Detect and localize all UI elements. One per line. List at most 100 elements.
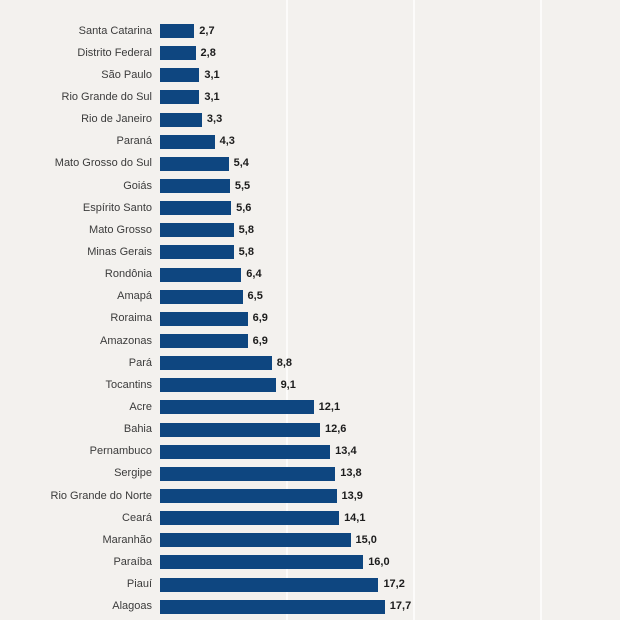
bar (160, 223, 234, 238)
bar (160, 267, 242, 282)
bar-row: Pará 8,8 (0, 352, 620, 374)
bar-row: Roraima 6,9 (0, 308, 620, 330)
bar-row: Rio Grande do Norte 13,9 (0, 485, 620, 507)
value-label: 5,4 (233, 157, 249, 170)
value-label: 2,7 (199, 24, 215, 37)
value-label: 4,3 (219, 135, 235, 148)
category-label: Goiás (123, 179, 152, 192)
category-label: Mato Grosso (89, 223, 152, 236)
bar (160, 90, 200, 105)
bar (160, 245, 234, 260)
value-label: 5,8 (238, 223, 254, 236)
bar-row: Mato Grosso 5,8 (0, 219, 620, 241)
bar (160, 201, 232, 216)
bar-row: Minas Gerais 5,8 (0, 241, 620, 263)
bar-row: Alagoas 17,7 (0, 596, 620, 618)
bar (160, 533, 351, 548)
category-label: Paraná (116, 135, 152, 148)
bar (160, 489, 337, 504)
value-label: 12,6 (325, 423, 347, 436)
gridline (413, 0, 415, 620)
category-label: Paraíba (113, 555, 152, 568)
category-label: Rio de Janeiro (81, 113, 152, 126)
bar-row: Espírito Santo 5,6 (0, 197, 620, 219)
category-label: Distrito Federal (77, 46, 152, 59)
value-label: 8,8 (276, 356, 293, 369)
value-label: 17,7 (389, 600, 412, 613)
bar-row: Tocantins 9,1 (0, 374, 620, 396)
category-label: Minas Gerais (87, 245, 152, 258)
bar-row: Goiás 5,5 (0, 175, 620, 197)
bar (160, 422, 321, 437)
category-label: Acre (129, 400, 152, 413)
category-label: Maranhão (102, 533, 152, 546)
category-label: Pernambuco (89, 445, 152, 458)
bar (160, 179, 230, 194)
bar-row: Mato Grosso do Sul 5,4 (0, 153, 620, 175)
category-label: Alagoas (112, 600, 152, 613)
category-label: Espírito Santo (82, 201, 152, 214)
value-label: 6,9 (252, 312, 268, 325)
bar-row: Amapá 6,5 (0, 286, 620, 308)
gridline (540, 0, 542, 620)
bar (160, 311, 248, 326)
category-label: Rio Grande do Sul (61, 90, 153, 103)
value-label: 3,1 (204, 90, 220, 103)
bar-row: Piauí 17,2 (0, 574, 620, 596)
category-label: Tocantins (105, 378, 152, 391)
gridline (286, 0, 288, 620)
value-label: 9,1 (280, 378, 296, 391)
value-label: 13,8 (340, 467, 362, 480)
value-label: 3,3 (206, 113, 223, 126)
category-label: São Paulo (101, 68, 152, 81)
bar-row: Rio de Janeiro 3,3 (0, 109, 620, 131)
bar (160, 466, 336, 481)
value-label: 13,4 (335, 445, 357, 458)
bar (160, 46, 196, 61)
bar-row: Rio Grande do Sul 3,1 (0, 86, 620, 108)
value-label: 3,1 (204, 68, 220, 81)
category-label: Pará (128, 356, 152, 369)
bar (160, 356, 272, 371)
category-label: Ceará (122, 511, 152, 524)
value-label: 2,8 (200, 46, 216, 59)
bar-row: Amazonas 6,9 (0, 330, 620, 352)
bar (160, 334, 248, 349)
category-label: Amapá (117, 290, 152, 303)
bar (160, 577, 379, 592)
bar (160, 156, 229, 171)
category-label: Roraima (110, 312, 152, 325)
bar (160, 378, 276, 393)
value-label: 15,0 (355, 533, 377, 546)
bar (160, 599, 385, 614)
bar-row: Paraíba 16,0 (0, 551, 620, 573)
bar-rows: Santa Catarina 2,7 Distrito Federal 2,8 … (0, 20, 620, 618)
bar-row: Ceará 14,1 (0, 507, 620, 529)
value-label: 12,1 (318, 400, 341, 413)
bar (160, 68, 200, 83)
value-label: 16,0 (368, 555, 390, 568)
category-label: Rondônia (104, 268, 152, 281)
value-label: 17,2 (383, 578, 405, 591)
bar-row: Acre 12,1 (0, 396, 620, 418)
value-label: 13,9 (341, 489, 363, 502)
bar (160, 444, 331, 459)
category-label: Sergipe (114, 467, 152, 480)
bar (160, 511, 340, 526)
bar (160, 134, 215, 149)
bar-row: Distrito Federal 2,8 (0, 42, 620, 64)
bar-row: Paraná 4,3 (0, 131, 620, 153)
category-label: Amazonas (100, 334, 152, 347)
bar (160, 24, 195, 39)
value-label: 5,5 (234, 179, 251, 192)
category-label: Mato Grosso do Sul (54, 157, 152, 170)
category-label: Bahia (123, 423, 152, 436)
bar (160, 555, 364, 570)
bar-row: Bahia 12,6 (0, 419, 620, 441)
value-label: 14,1 (344, 511, 366, 524)
bar-row: Rondônia 6,4 (0, 264, 620, 286)
bar (160, 289, 243, 304)
bar-row: Sergipe 13,8 (0, 463, 620, 485)
